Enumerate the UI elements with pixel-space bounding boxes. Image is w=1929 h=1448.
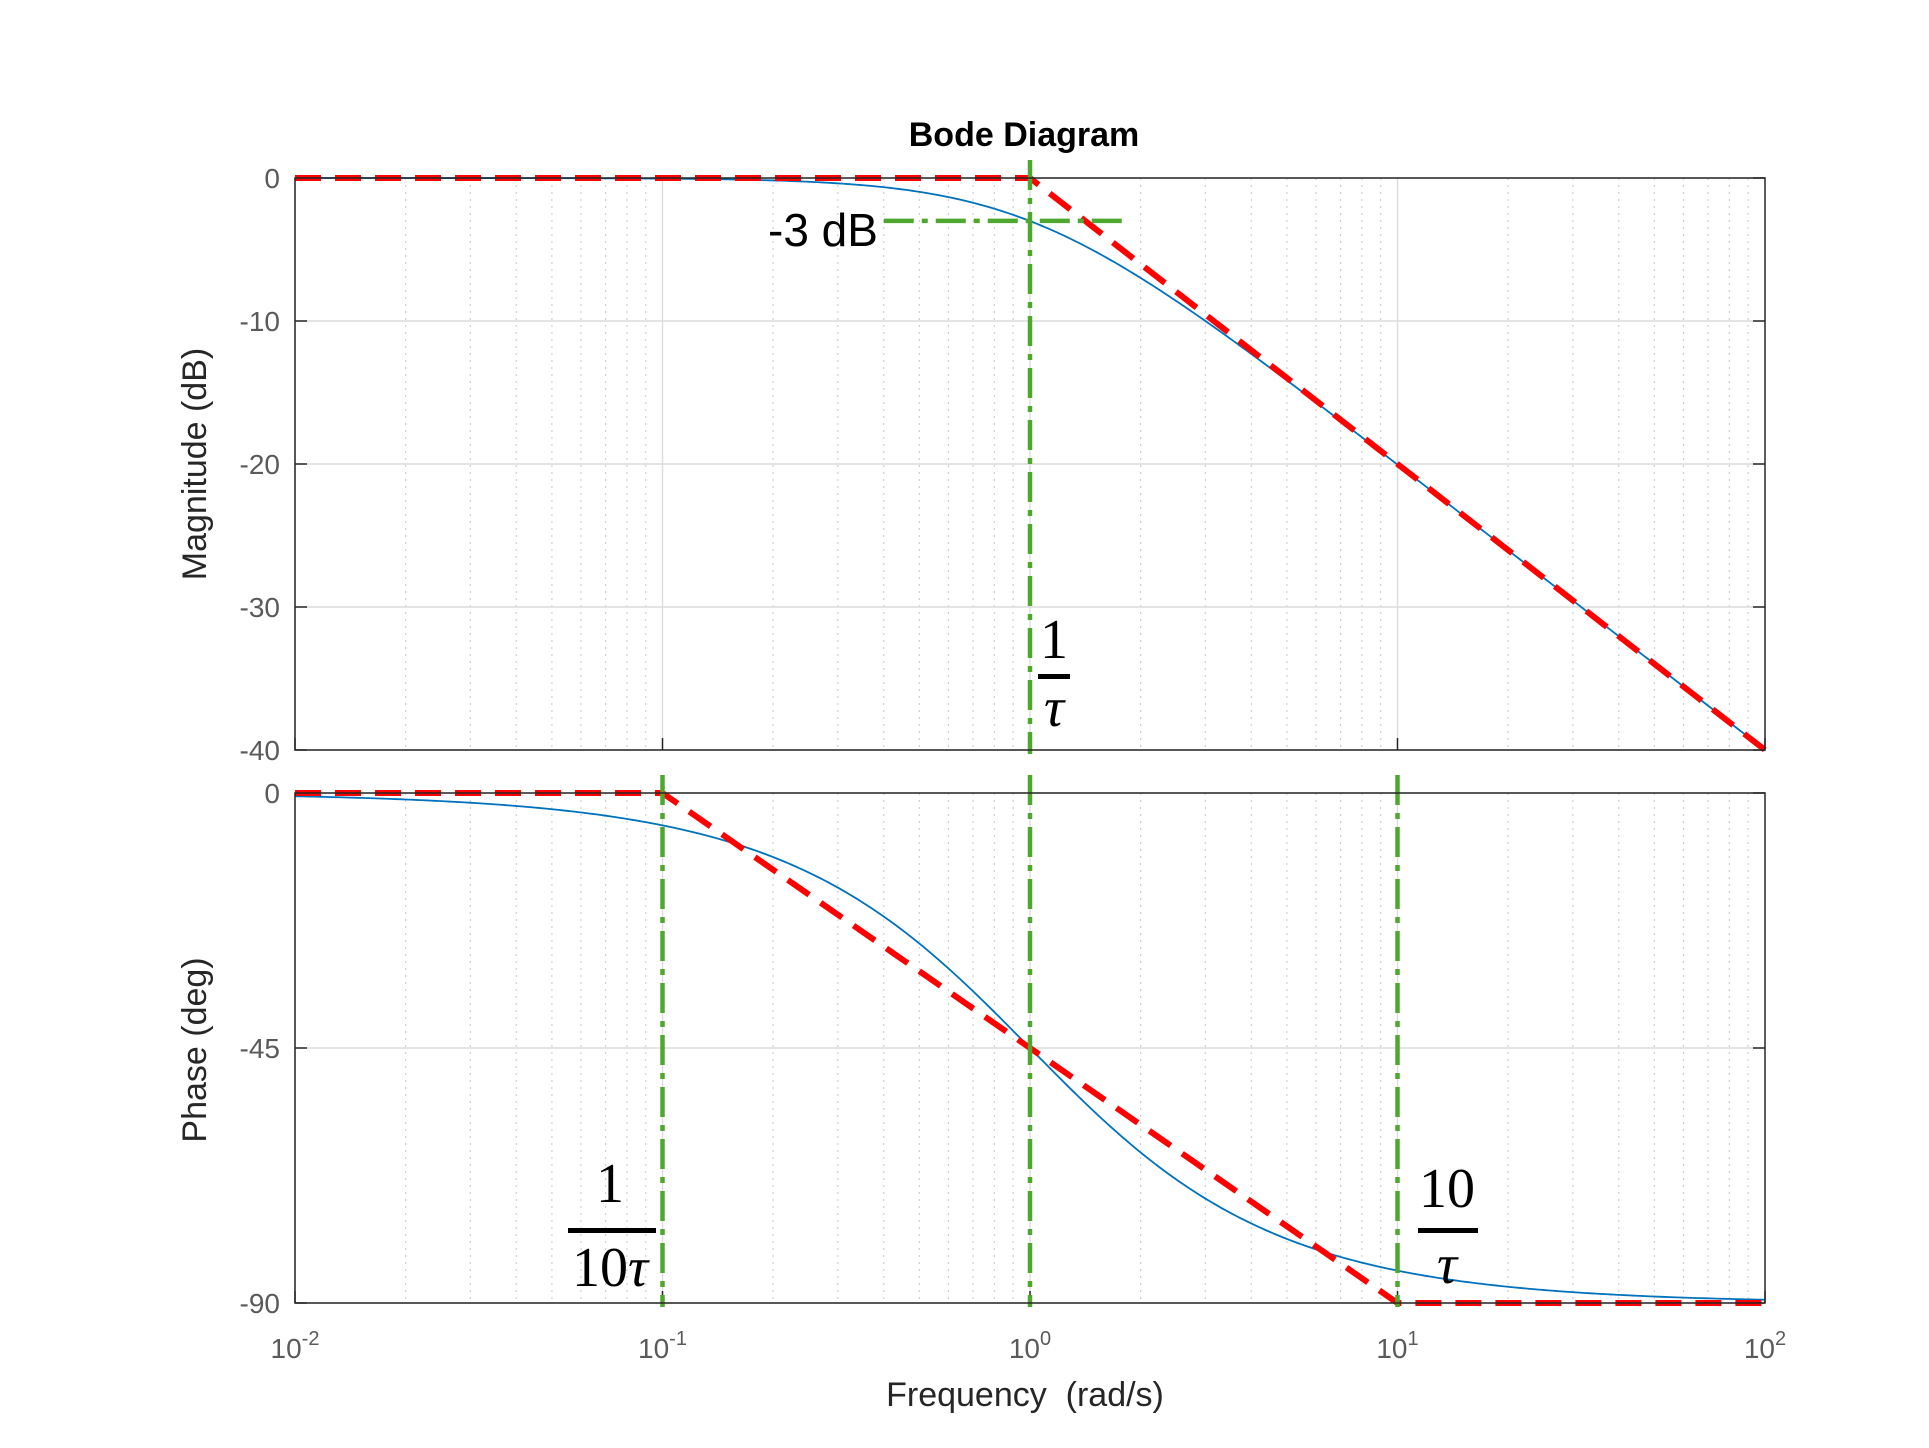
tenth-freq-annotation: 1 10τ [568, 1153, 656, 1299]
corner-fraction-bar [1038, 674, 1070, 679]
ten-fraction-bar [1418, 1228, 1478, 1233]
magnitude-axes-box [294, 177, 1766, 751]
tenth-denominator-symbol: τ [628, 1237, 650, 1299]
corner-denominator: τ [1044, 677, 1066, 739]
minus3db-label: -3 dB [768, 204, 878, 256]
tenth-fraction-bar [568, 1228, 656, 1233]
x-tick-label: 10-2 [271, 1328, 320, 1364]
x-tick-label: 10-1 [638, 1328, 687, 1364]
tenth-numerator: 1 [596, 1153, 624, 1215]
phase-ytick-label: 0 [264, 778, 280, 809]
x-axis-label: Frequency (rad/s) [886, 1376, 1164, 1414]
magnitude-ytick-labels: 0 -10 -20 -30 -40 [240, 163, 280, 766]
phase-panel: 0 -45 -90 Phase (deg) [176, 775, 1766, 1319]
x-tick-labels: 10-2 10-1 100 101 102 [271, 1328, 1787, 1364]
phase-ytick-label: -45 [240, 1033, 280, 1064]
tenth-denominator: 10τ [572, 1237, 650, 1299]
magnitude-ylabel: Magnitude (dB) [176, 348, 214, 580]
x-tick-label: 101 [1376, 1328, 1418, 1364]
phase-ytick-labels: 0 -45 -90 [240, 778, 280, 1319]
x-tick-label: 102 [1744, 1328, 1786, 1364]
ten-freq-annotation: 10 τ [1418, 1158, 1478, 1296]
magnitude-ytick-label: -40 [240, 735, 280, 766]
magnitude-ytick-label: -10 [240, 306, 280, 337]
phase-axes-box [294, 792, 1766, 1304]
x-tick-label: 100 [1009, 1328, 1051, 1364]
magnitude-panel: 0 -10 -20 -30 -40 Magnitude (dB) [176, 160, 1767, 766]
magnitude-ytick-label: -20 [240, 449, 280, 480]
ten-denominator: τ [1437, 1234, 1459, 1296]
phase-ytick-label: -90 [240, 1288, 280, 1319]
magnitude-ytick-label: 0 [264, 163, 280, 194]
corner-numerator: 1 [1040, 609, 1068, 671]
ten-numerator: 10 [1419, 1158, 1475, 1220]
phase-ylabel: Phase (deg) [176, 957, 214, 1142]
tenth-denominator-prefix: 10 [572, 1237, 628, 1299]
chart-title: Bode Diagram [909, 116, 1140, 154]
corner-freq-annotation: 1 τ [1038, 609, 1070, 739]
magnitude-ytick-label: -30 [240, 592, 280, 623]
